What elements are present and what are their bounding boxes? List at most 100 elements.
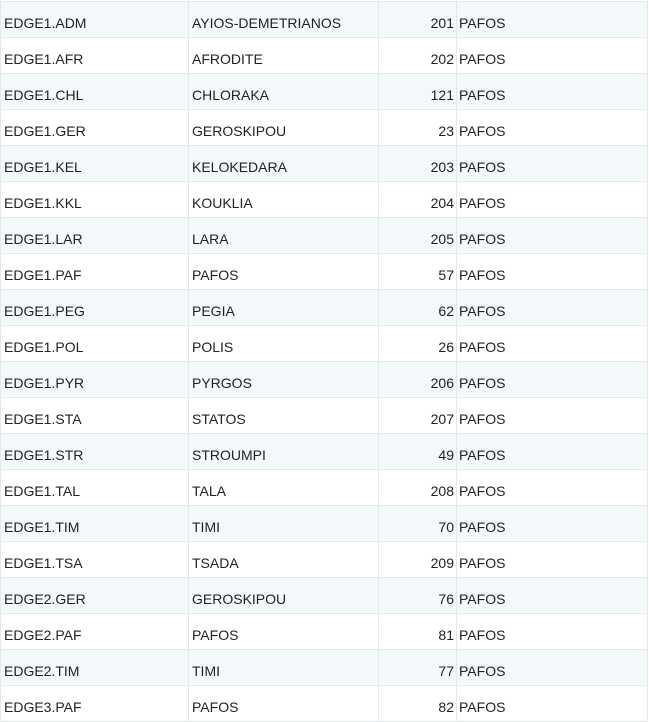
cell-number[interactable]: 202: [378, 37, 457, 74]
cell-number[interactable]: 207: [378, 397, 457, 434]
cell-name[interactable]: POLIS: [188, 325, 379, 362]
table-row: EDGE2.TIM TIMI 77 PAFOS: [0, 649, 648, 686]
table-row: EDGE1.TIM TIMI 70 PAFOS: [0, 505, 648, 542]
cell-code[interactable]: EDGE1.ADM: [0, 1, 189, 38]
table-row: EDGE1.PEG PEGIA 62 PAFOS: [0, 289, 648, 326]
cell-code[interactable]: EDGE1.TAL: [0, 469, 189, 506]
cell-code[interactable]: EDGE1.POL: [0, 325, 189, 362]
cell-number[interactable]: 204: [378, 181, 457, 218]
table-row: EDGE2.GER GEROSKIPOU 76 PAFOS: [0, 577, 648, 614]
cell-code[interactable]: EDGE1.GER: [0, 109, 189, 146]
cell-name[interactable]: PEGIA: [188, 289, 379, 326]
cell-region[interactable]: PAFOS: [456, 505, 648, 542]
cell-name[interactable]: AYIOS-DEMETRIANOS: [188, 1, 379, 38]
table-row: EDGE1.PYR PYRGOS 206 PAFOS: [0, 361, 648, 398]
cell-region[interactable]: PAFOS: [456, 181, 648, 218]
cell-number[interactable]: 76: [378, 577, 457, 614]
cell-number[interactable]: 205: [378, 217, 457, 254]
cell-number[interactable]: 82: [378, 685, 457, 722]
cell-number[interactable]: 77: [378, 649, 457, 686]
cell-region[interactable]: PAFOS: [456, 145, 648, 182]
cell-region[interactable]: PAFOS: [456, 541, 648, 578]
cell-region[interactable]: PAFOS: [456, 649, 648, 686]
cell-name[interactable]: CHLORAKA: [188, 73, 379, 110]
cell-code[interactable]: EDGE1.CHL: [0, 73, 189, 110]
table-row: EDGE1.TSA TSADA 209 PAFOS: [0, 541, 648, 578]
cell-region[interactable]: PAFOS: [456, 685, 648, 722]
cell-code[interactable]: EDGE1.STR: [0, 433, 189, 470]
table-row: EDGE1.STR STROUMPI 49 PAFOS: [0, 433, 648, 470]
cell-number[interactable]: 206: [378, 361, 457, 398]
table-row: EDGE1.KEL KELOKEDARA 203 PAFOS: [0, 145, 648, 182]
cell-code[interactable]: EDGE1.TSA: [0, 541, 189, 578]
cell-number[interactable]: 121: [378, 73, 457, 110]
cell-name[interactable]: STATOS: [188, 397, 379, 434]
cell-name[interactable]: LARA: [188, 217, 379, 254]
cell-code[interactable]: EDGE1.KKL: [0, 181, 189, 218]
table-row: EDGE3.PAF PAFOS 82 PAFOS: [0, 685, 648, 722]
cell-name[interactable]: PAFOS: [188, 613, 379, 650]
cell-region[interactable]: PAFOS: [456, 397, 648, 434]
cell-region[interactable]: PAFOS: [456, 253, 648, 290]
cell-code[interactable]: EDGE1.PAF: [0, 253, 189, 290]
cell-number[interactable]: 62: [378, 289, 457, 326]
cell-region[interactable]: PAFOS: [456, 613, 648, 650]
cell-name[interactable]: AFRODITE: [188, 37, 379, 74]
cell-name[interactable]: TIMI: [188, 649, 379, 686]
cell-region[interactable]: PAFOS: [456, 1, 648, 38]
cell-number[interactable]: 57: [378, 253, 457, 290]
table-row: EDGE2.PAF PAFOS 81 PAFOS: [0, 613, 648, 650]
table-row: EDGE1.GER GEROSKIPOU 23 PAFOS: [0, 109, 648, 146]
cell-name[interactable]: TALA: [188, 469, 379, 506]
cell-region[interactable]: PAFOS: [456, 73, 648, 110]
cell-code[interactable]: EDGE1.PEG: [0, 289, 189, 326]
table-row: EDGE1.AFR AFRODITE 202 PAFOS: [0, 37, 648, 74]
cell-region[interactable]: PAFOS: [456, 469, 648, 506]
cell-region[interactable]: PAFOS: [456, 325, 648, 362]
cell-name[interactable]: KELOKEDARA: [188, 145, 379, 182]
table-row: EDGE1.KKL KOUKLIA 204 PAFOS: [0, 181, 648, 218]
cell-region[interactable]: PAFOS: [456, 109, 648, 146]
table-row: EDGE1.CHL CHLORAKA 121 PAFOS: [0, 73, 648, 110]
cell-number[interactable]: 208: [378, 469, 457, 506]
cell-name[interactable]: PYRGOS: [188, 361, 379, 398]
cell-region[interactable]: PAFOS: [456, 577, 648, 614]
cell-region[interactable]: PAFOS: [456, 217, 648, 254]
table-row: EDGE1.LAR LARA 205 PAFOS: [0, 217, 648, 254]
cell-name[interactable]: GEROSKIPOU: [188, 577, 379, 614]
table-row: EDGE1.TAL TALA 208 PAFOS: [0, 469, 648, 506]
cell-name[interactable]: TSADA: [188, 541, 379, 578]
cell-region[interactable]: PAFOS: [456, 289, 648, 326]
cell-code[interactable]: EDGE1.PYR: [0, 361, 189, 398]
cell-number[interactable]: 203: [378, 145, 457, 182]
cell-code[interactable]: EDGE1.STA: [0, 397, 189, 434]
cell-code[interactable]: EDGE3.PAF: [0, 685, 189, 722]
cell-name[interactable]: GEROSKIPOU: [188, 109, 379, 146]
cell-code[interactable]: EDGE2.TIM: [0, 649, 189, 686]
cell-name[interactable]: PAFOS: [188, 253, 379, 290]
table-row: EDGE1.ADM AYIOS-DEMETRIANOS 201 PAFOS: [0, 1, 648, 38]
cell-name[interactable]: KOUKLIA: [188, 181, 379, 218]
cell-number[interactable]: 81: [378, 613, 457, 650]
cell-region[interactable]: PAFOS: [456, 433, 648, 470]
cell-code[interactable]: EDGE1.TIM: [0, 505, 189, 542]
cell-number[interactable]: 209: [378, 541, 457, 578]
cell-name[interactable]: PAFOS: [188, 685, 379, 722]
cell-code[interactable]: EDGE1.AFR: [0, 37, 189, 74]
cell-number[interactable]: 23: [378, 109, 457, 146]
cell-code[interactable]: EDGE2.PAF: [0, 613, 189, 650]
cell-code[interactable]: EDGE2.GER: [0, 577, 189, 614]
cell-region[interactable]: PAFOS: [456, 37, 648, 74]
cell-code[interactable]: EDGE1.KEL: [0, 145, 189, 182]
cell-name[interactable]: TIMI: [188, 505, 379, 542]
cell-number[interactable]: 201: [378, 1, 457, 38]
cell-region[interactable]: PAFOS: [456, 361, 648, 398]
cell-name[interactable]: STROUMPI: [188, 433, 379, 470]
cell-number[interactable]: 49: [378, 433, 457, 470]
cell-number[interactable]: 70: [378, 505, 457, 542]
cell-number[interactable]: 26: [378, 325, 457, 362]
cell-code[interactable]: EDGE1.LAR: [0, 217, 189, 254]
table-row: EDGE1.POL POLIS 26 PAFOS: [0, 325, 648, 362]
